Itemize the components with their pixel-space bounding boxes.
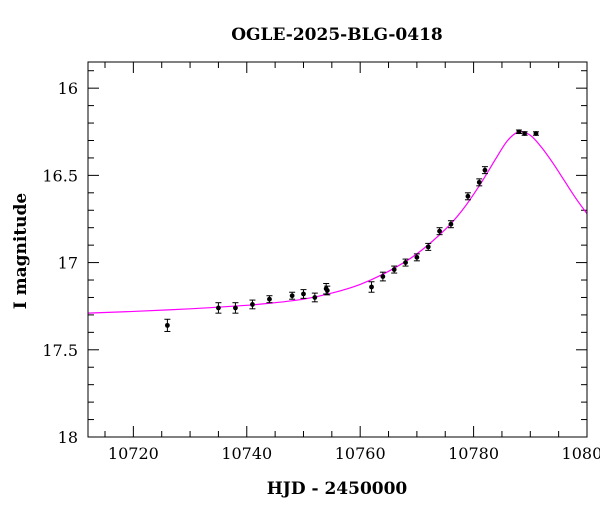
point-marker — [216, 305, 221, 311]
plot-frame — [87, 61, 588, 438]
data-point — [402, 258, 409, 267]
y-axis-label: I magnitude — [11, 193, 31, 310]
y-tick-label: 16 — [58, 79, 78, 98]
point-marker — [533, 131, 539, 136]
point-marker — [476, 179, 482, 185]
point-marker — [403, 260, 408, 265]
x-tick-label: 10760 — [335, 444, 386, 463]
chart-title: OGLE-2025-BLG-0418 — [231, 25, 443, 45]
data-point — [436, 227, 443, 236]
data-point — [391, 265, 398, 274]
x-tick-label: 10780 — [448, 444, 499, 463]
point-marker — [516, 129, 522, 135]
data-point — [476, 178, 483, 187]
point-marker — [250, 302, 255, 307]
point-marker — [289, 293, 295, 299]
data-point — [521, 131, 528, 136]
axis-ticks: 10720 10740 10760 10780 10800 16 16.5 17 17.5 18 — [42, 62, 600, 463]
model-curve-layer — [88, 130, 587, 314]
point-marker — [324, 288, 330, 293]
point-marker — [425, 244, 431, 250]
point-marker — [380, 274, 386, 279]
data-point — [232, 302, 239, 314]
point-marker — [522, 131, 528, 136]
data-point — [249, 299, 256, 310]
point-marker — [301, 291, 306, 297]
x-tick-label: 10740 — [221, 444, 272, 463]
data-point — [324, 285, 331, 296]
data-point — [215, 302, 222, 314]
point-marker — [369, 284, 374, 290]
data-point — [464, 192, 471, 201]
data-point — [532, 131, 539, 136]
data-point — [379, 271, 386, 282]
model-curve — [88, 130, 587, 314]
x-tick-label: 10720 — [108, 444, 159, 463]
data-point — [266, 295, 273, 304]
point-marker — [391, 267, 397, 272]
x-axis-label: HJD - 2450000 — [267, 479, 408, 499]
point-marker — [414, 254, 420, 260]
point-marker — [448, 221, 454, 227]
data-points-layer — [164, 129, 539, 332]
point-marker — [437, 228, 442, 234]
data-point — [368, 281, 375, 293]
point-marker — [312, 295, 318, 300]
point-marker — [465, 193, 471, 199]
data-point — [164, 318, 171, 332]
data-point — [515, 129, 522, 135]
point-marker — [267, 296, 272, 302]
data-point — [413, 253, 420, 262]
data-point — [447, 220, 454, 229]
data-point — [289, 291, 296, 300]
y-tick-label: 17.5 — [42, 341, 78, 360]
y-tick-label: 16.5 — [42, 166, 78, 185]
point-marker — [482, 167, 488, 173]
data-point — [300, 289, 307, 299]
y-tick-label: 17 — [58, 254, 78, 273]
data-point — [425, 242, 432, 251]
y-tick-label: 18 — [58, 428, 78, 447]
point-marker — [164, 322, 170, 328]
data-point — [481, 166, 488, 175]
data-point — [311, 292, 318, 303]
point-marker — [233, 305, 238, 311]
x-tick-label: 10800 — [562, 444, 600, 463]
